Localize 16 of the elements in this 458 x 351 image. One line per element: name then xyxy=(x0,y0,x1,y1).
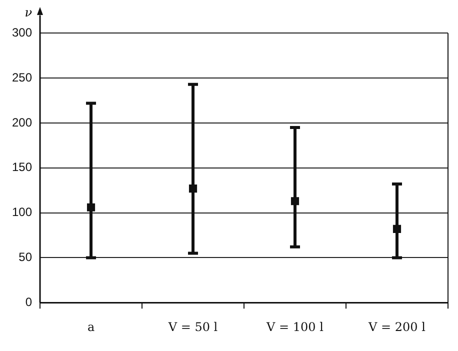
point xyxy=(86,203,96,212)
y-tick-label: 0 xyxy=(25,294,32,309)
x-tick-label: a xyxy=(87,320,95,334)
y-tick-label: 300 xyxy=(12,25,32,40)
x-tick-label: V = 100 l xyxy=(266,320,324,334)
point xyxy=(290,197,300,206)
point xyxy=(188,184,198,193)
x-tick-label: V = 200 l xyxy=(368,320,426,334)
x-tick-label: V = 50 l xyxy=(167,320,218,334)
y-tick-label: 100 xyxy=(12,205,32,220)
y-tick-label: 250 xyxy=(12,70,32,84)
point xyxy=(392,224,402,233)
y-axis-title: ν xyxy=(24,5,32,20)
y-tick-label: 50 xyxy=(18,250,32,264)
y-tick-label: 150 xyxy=(12,160,32,174)
y-tick-label: 200 xyxy=(12,115,32,130)
